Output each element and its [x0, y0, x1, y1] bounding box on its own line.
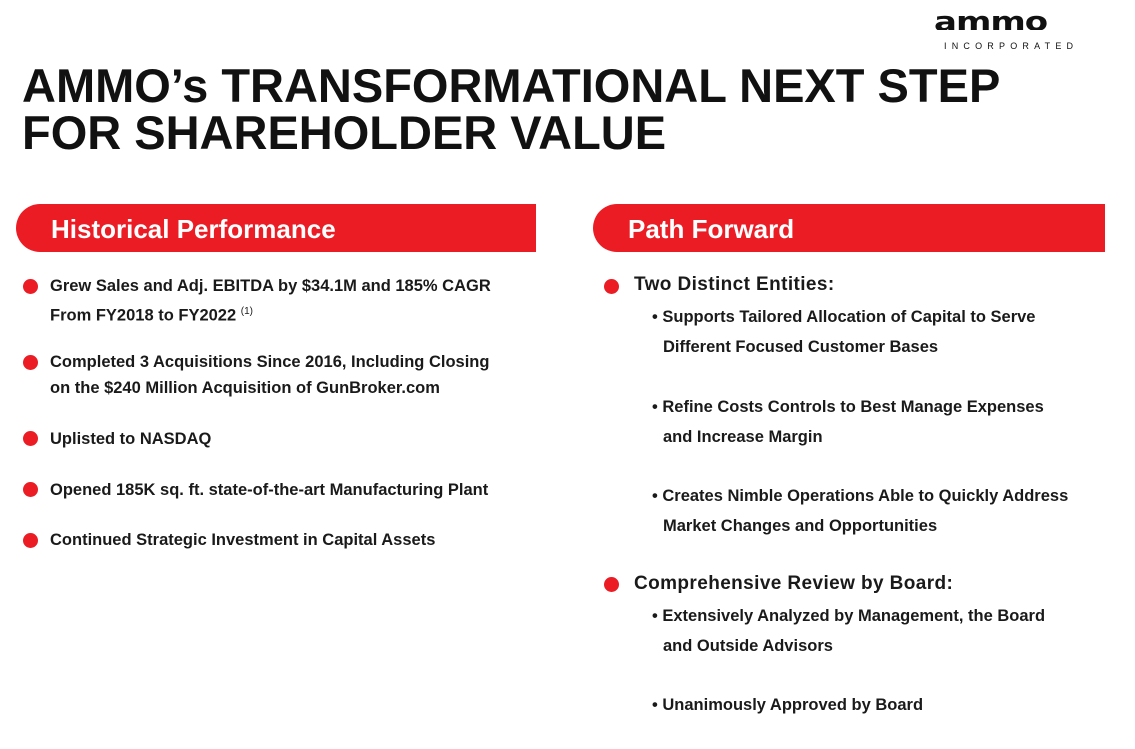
historical-item-1: Grew Sales and Adj. EBITDA by $34.1M and… — [50, 273, 491, 329]
historical-item-2: Completed 3 Acquisitions Since 2016, Inc… — [50, 349, 489, 401]
path-group-1-bullet-3: • Creates Nimble Operations Able to Quic… — [652, 481, 1068, 541]
bullet-line-2: and Outside Advisors — [663, 637, 833, 655]
bullet-line-1: • Refine Costs Controls to Best Manage E… — [652, 398, 1044, 416]
logo-subtitle: INCORPORATED — [944, 41, 1079, 51]
bullet-line-1: • Supports Tailored Allocation of Capita… — [652, 308, 1036, 326]
historical-item-2-line-2: on the $240 Million Acquisition of GunBr… — [50, 379, 440, 397]
historical-item-1-line-2: From FY2018 to FY2022 — [50, 306, 237, 325]
bullet-line-2: and Increase Margin — [663, 428, 823, 446]
historical-performance-banner: Historical Performance — [16, 204, 536, 252]
historical-item-1-line-1: Grew Sales and Adj. EBITDA by $34.1M and… — [50, 277, 491, 295]
historical-item-4: Opened 185K sq. ft. state-of-the-art Man… — [50, 481, 489, 499]
bullet-line-1: • Creates Nimble Operations Able to Quic… — [652, 487, 1069, 505]
title-line-1: AMMO’s TRANSFORMATIONAL NEXT STEP — [22, 59, 1001, 112]
historical-performance-heading: Historical Performance — [51, 214, 336, 244]
historical-item-3: Uplisted to NASDAQ — [50, 430, 212, 448]
path-group-2-title: Comprehensive Review by Board: — [634, 573, 954, 594]
bullet-icon — [23, 355, 38, 370]
footnote-marker: (1) — [240, 306, 253, 317]
path-group-2-bullet-1: • Extensively Analyzed by Management, th… — [652, 601, 1045, 661]
path-group-1-title: Two Distinct Entities: — [634, 274, 835, 295]
path-forward-banner: Path Forward — [593, 204, 1105, 252]
bullet-icon — [23, 533, 38, 548]
title-line-2: FOR SHAREHOLDER VALUE — [22, 106, 667, 159]
historical-item-5: Continued Strategic Investment in Capita… — [50, 531, 436, 549]
path-group-1-bullet-1: • Supports Tailored Allocation of Capita… — [652, 302, 1036, 362]
bullet-line-2: Market Changes and Opportunities — [663, 517, 938, 535]
bullet-line-1: • Extensively Analyzed by Management, th… — [652, 607, 1046, 625]
bullet-icon — [23, 431, 38, 446]
logo-divider — [932, 30, 1107, 33]
bullet-icon — [604, 279, 619, 294]
bullet-icon — [604, 577, 619, 592]
bullet-line-2: Different Focused Customer Bases — [663, 338, 939, 356]
path-group-2-bullet-2: • Unanimously Approved by Board — [652, 696, 924, 714]
path-group-1-bullet-2: • Refine Costs Controls to Best Manage E… — [652, 392, 1044, 452]
historical-item-2-line-1: Completed 3 Acquisitions Since 2016, Inc… — [50, 353, 490, 371]
bullet-icon — [23, 279, 38, 294]
path-forward-heading: Path Forward — [628, 214, 795, 244]
page-title: AMMO’s TRANSFORMATIONAL NEXT STEP FOR SH… — [22, 62, 1072, 156]
bullet-icon — [23, 482, 38, 497]
company-logo: ammo INCORPORATED — [932, 8, 1107, 52]
